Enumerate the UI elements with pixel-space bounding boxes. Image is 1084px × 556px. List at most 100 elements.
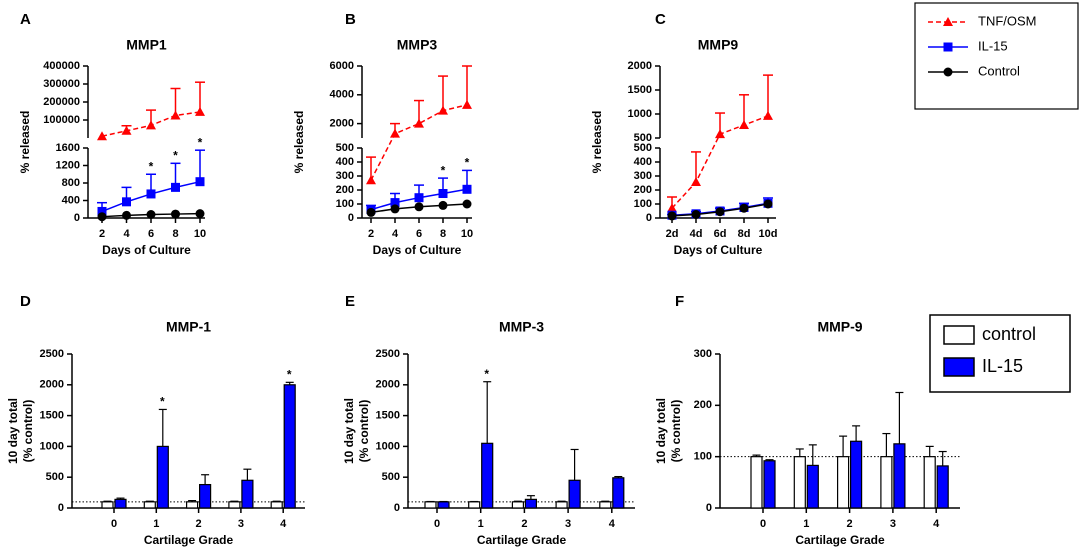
marker	[414, 193, 424, 203]
bar	[763, 460, 776, 509]
y-tick-label: 100	[634, 198, 652, 210]
y-tick-label: 0	[394, 502, 400, 514]
y-axis-label: % released	[590, 111, 604, 174]
legend-label: Control	[978, 63, 1020, 78]
marker	[462, 99, 472, 109]
x-tick-label: 3	[565, 518, 571, 530]
x-axis-label: Days of Culture	[674, 243, 763, 257]
marker	[414, 118, 424, 128]
x-axis-label: Days of Culture	[102, 243, 191, 257]
legend-label: TNF/OSM	[978, 13, 1037, 28]
y-axis-label: 10 day total	[342, 398, 356, 464]
bar	[424, 501, 437, 509]
x-tick-label: 6	[148, 228, 154, 240]
marker	[739, 203, 749, 213]
legend-box	[929, 314, 1071, 393]
marker	[462, 184, 472, 194]
x-tick-label: 6d	[714, 228, 727, 240]
x-tick-label: 1	[478, 518, 484, 530]
bar	[599, 501, 612, 509]
x-axis-label: Cartilage Grade	[795, 533, 885, 547]
x-tick-label: 10	[461, 228, 473, 240]
legend-swatch	[943, 357, 975, 377]
y-tick-label: 1500	[628, 84, 652, 96]
x-tick-label: 0	[434, 518, 440, 530]
y-tick-label: 200	[694, 399, 712, 411]
legend-box	[914, 2, 1079, 110]
x-tick-label: 8d	[738, 228, 751, 240]
bar	[923, 456, 936, 509]
y-axis-label: % released	[18, 111, 32, 174]
bar	[612, 477, 625, 509]
x-tick-label: 10d	[759, 228, 778, 240]
chart-title: MMP-1	[166, 319, 211, 335]
marker	[97, 212, 107, 222]
x-tick-label: 0	[111, 518, 117, 530]
x-tick-label: 4	[123, 228, 130, 240]
chart-title: MMP-9	[817, 319, 862, 335]
y-tick-label: 400	[336, 156, 354, 168]
x-axis-label: Days of Culture	[373, 243, 462, 257]
panel-letter: B	[345, 11, 356, 28]
marker	[390, 198, 400, 208]
y-tick-label: 1600	[56, 142, 80, 154]
marker	[438, 200, 448, 210]
y-axis-label: % released	[292, 111, 306, 174]
significance-star: *	[149, 159, 154, 173]
chart-title: MMP3	[397, 37, 438, 53]
significance-star: *	[160, 395, 165, 409]
bar	[511, 501, 525, 509]
y-tick-label: 200	[336, 184, 354, 196]
legend-swatch	[943, 325, 975, 345]
legend-label: IL-15	[978, 38, 1008, 53]
bar	[806, 464, 819, 509]
x-axis-label: Cartilage Grade	[144, 533, 234, 547]
marker	[715, 129, 725, 139]
bar	[936, 465, 949, 509]
y-tick-label: 1000	[40, 440, 64, 452]
marker	[763, 110, 773, 120]
marker	[122, 210, 131, 220]
x-tick-label: 4	[280, 518, 287, 530]
x-tick-label: 4	[392, 228, 399, 240]
x-tick-label: 4	[933, 518, 940, 530]
marker	[943, 67, 953, 77]
marker	[97, 131, 107, 141]
bar	[849, 440, 863, 509]
bar	[481, 442, 494, 509]
y-tick-label: 1000	[628, 108, 652, 120]
bar	[156, 445, 169, 509]
y-axis-label: (% control)	[669, 400, 683, 463]
marker	[122, 197, 131, 207]
y-axis-label: 10 day total	[6, 398, 20, 464]
bar	[836, 456, 850, 509]
y-tick-label: 0	[646, 212, 652, 224]
y-tick-label: 1000	[376, 440, 400, 452]
y-tick-label: 500	[634, 132, 652, 144]
y-tick-label: 1500	[376, 410, 400, 422]
y-tick-label: 800	[62, 177, 80, 189]
x-tick-label: 1	[803, 518, 809, 530]
y-tick-label: 100	[336, 198, 354, 210]
legend-label: control	[982, 324, 1036, 344]
y-tick-label: 0	[348, 212, 354, 224]
marker	[943, 17, 953, 26]
chart-title: MMP-3	[499, 319, 544, 335]
y-tick-label: 1200	[56, 159, 80, 171]
y-tick-label: 500	[634, 142, 652, 154]
bar	[186, 501, 199, 509]
panel-letter: D	[20, 293, 31, 310]
y-tick-label: 300	[336, 170, 354, 182]
marker	[691, 177, 701, 187]
significance-star: *	[198, 135, 203, 149]
y-tick-label: 200000	[43, 96, 80, 108]
y-tick-label: 200	[634, 184, 652, 196]
marker	[943, 42, 953, 52]
x-tick-label: 1	[153, 518, 159, 530]
marker	[366, 207, 376, 217]
y-tick-label: 500	[46, 471, 64, 483]
significance-star: *	[173, 148, 178, 162]
y-tick-label: 500	[382, 471, 400, 483]
significance-star: *	[287, 368, 292, 382]
